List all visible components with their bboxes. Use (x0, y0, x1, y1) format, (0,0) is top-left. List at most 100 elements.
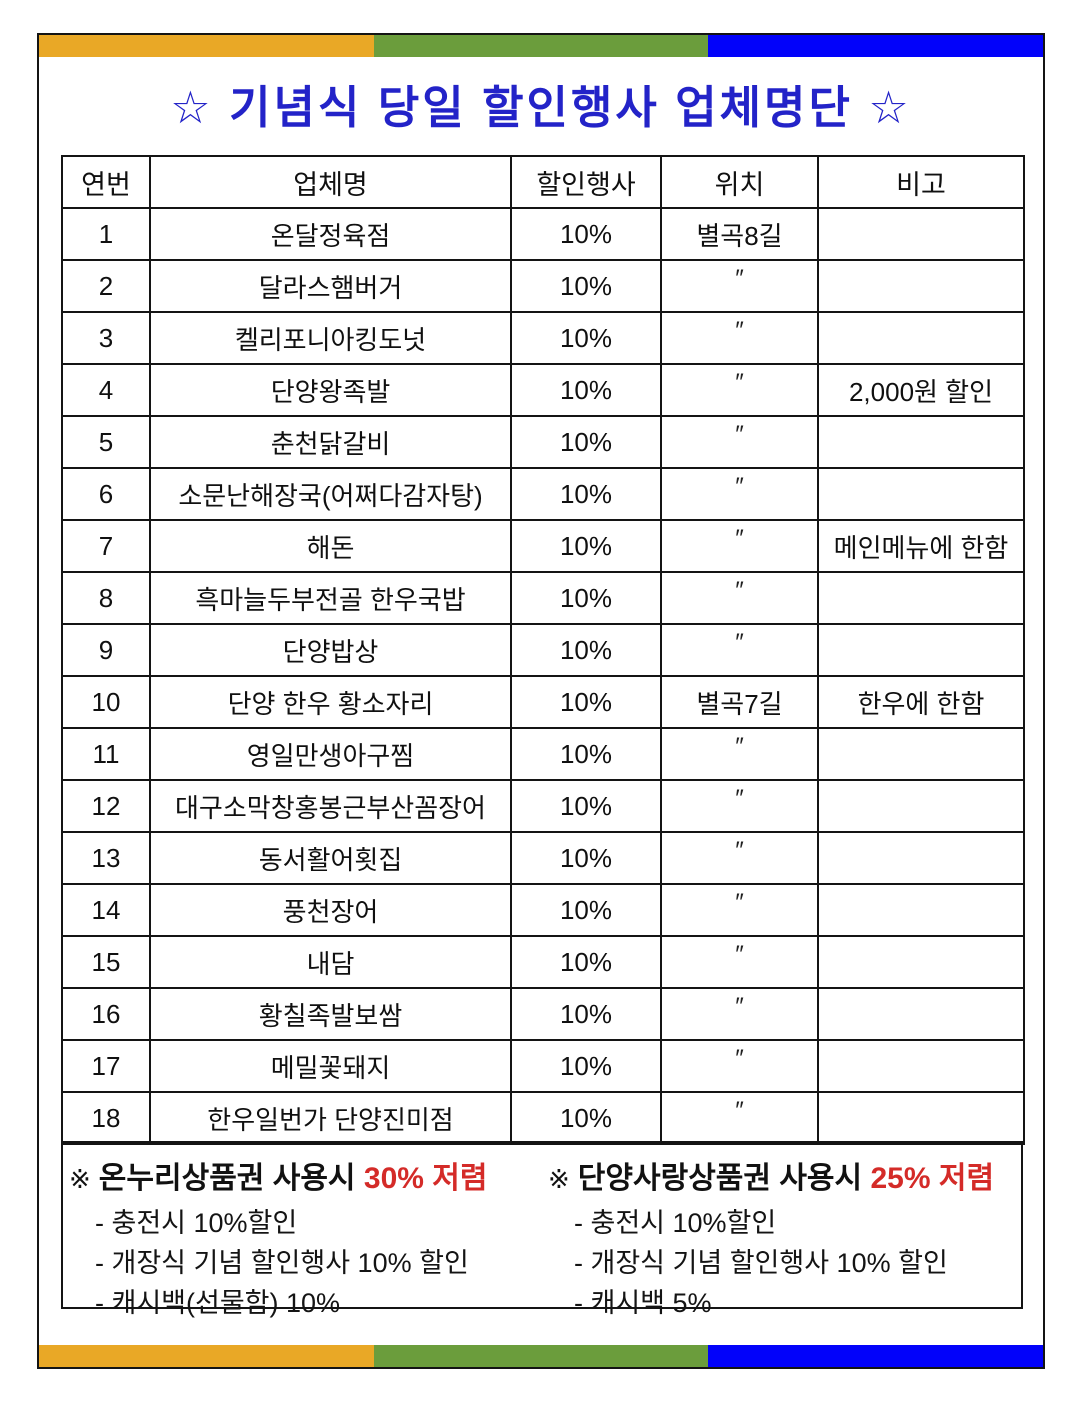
discount-rate: 10% (510, 207, 662, 261)
table-row: 6 소문난해장국(어쩌다감자탕) 10% ″ (61, 467, 1025, 521)
row-number: 3 (61, 311, 151, 365)
discount-rate: 10% (510, 623, 662, 677)
business-name: 춘천닭갈비 (149, 415, 512, 469)
column-header: 위치 (660, 155, 819, 209)
remark (817, 259, 1025, 313)
discount-rate: 10% (510, 779, 662, 833)
remark (817, 831, 1025, 885)
location: ″ (660, 987, 819, 1041)
business-name: 영일만생아구찜 (149, 727, 512, 781)
page-title: ☆ 기념식 당일 할인행사 업체명단 ☆ (170, 82, 912, 133)
discount-rate: 10% (510, 415, 662, 469)
business-name: 한우일번가 단양진미점 (149, 1091, 512, 1145)
remark (817, 415, 1025, 469)
page-frame: ☆ 기념식 당일 할인행사 업체명단 ☆ 연번 업체명 할인행사 위치 비고 1 온달정육… (37, 33, 1045, 1369)
location: ″ (660, 935, 819, 989)
business-name: 단양 한우 황소자리 (149, 675, 512, 729)
row-number: 5 (61, 415, 151, 469)
table-row: 16 황칠족발보쌈 10% ″ (61, 987, 1025, 1041)
location: ″ (660, 571, 819, 625)
table-row: 8 흑마늘두부전골 한우국밥 10% ″ (61, 571, 1025, 625)
table-row: 10 단양 한우 황소자리 10% 별곡7길 한우에 한함 (61, 675, 1025, 729)
bar-segment-blue (708, 35, 1044, 57)
note-item-list: - 충전시 10%할인 - 개장식 기념 할인행사 10% 할인 - 캐시백 5% (548, 1203, 1021, 1323)
location: ″ (660, 1039, 819, 1093)
bar-segment-orange (39, 1345, 374, 1367)
remark (817, 1039, 1025, 1093)
row-number: 9 (61, 623, 151, 677)
top-color-bar (39, 35, 1044, 57)
location: ″ (660, 883, 819, 937)
table-row: 18 한우일번가 단양진미점 10% ″ (61, 1091, 1025, 1145)
business-name: 켈리포니아킹도넛 (149, 311, 512, 365)
note-item: - 캐시백 5% (574, 1288, 712, 1318)
row-number: 18 (61, 1091, 151, 1145)
row-number: 16 (61, 987, 151, 1041)
discount-rate: 10% (510, 831, 662, 885)
bar-segment-green (373, 1345, 709, 1367)
note-heading: ※ 온누리상품권 사용시 30% 저렴 (69, 1153, 542, 1197)
table-row: 12 대구소막창홍봉근부산꼼장어 10% ″ (61, 779, 1025, 833)
location: ″ (660, 519, 819, 573)
remark (817, 467, 1025, 521)
table-row: 17 메밀꽃돼지 10% ″ (61, 1039, 1025, 1093)
bar-segment-orange (39, 35, 374, 57)
remark (817, 571, 1025, 625)
note-item: - 개장식 기념 할인행사 10% 할인 (95, 1248, 469, 1278)
business-name: 해돈 (149, 519, 512, 573)
row-number: 17 (61, 1039, 151, 1093)
location: ″ (660, 415, 819, 469)
location: ″ (660, 727, 819, 781)
discount-rate: 10% (510, 571, 662, 625)
row-number: 15 (61, 935, 151, 989)
note-item-list: - 충전시 10%할인 - 개장식 기념 할인행사 10% 할인 - 캐시백(선물함… (69, 1203, 542, 1323)
location: 별곡7길 (660, 675, 819, 729)
note-item: - 개장식 기념 할인행사 10% 할인 (574, 1248, 948, 1278)
table-row: 9 단양밥상 10% ″ (61, 623, 1025, 677)
business-name: 소문난해장국(어쩌다감자탕) (149, 467, 512, 521)
note-section-onnuri: ※ 온누리상품권 사용시 30% 저렴 - 충전시 10%할인 - 개장식 기념 할… (63, 1143, 542, 1318)
business-name: 대구소막창홍봉근부산꼼장어 (149, 779, 512, 833)
location: ″ (660, 1091, 819, 1145)
note-highlight: 25% 저렴 (870, 1162, 995, 1195)
discount-table: 연번 업체명 할인행사 위치 비고 1 온달정육점 10% 별곡8길 2 달라스햄버거 10% ″ 3 켈… (61, 155, 1025, 1145)
remark: 2,000원 할인 (817, 363, 1025, 417)
remark (817, 779, 1025, 833)
row-number: 11 (61, 727, 151, 781)
bar-segment-blue (708, 1345, 1044, 1367)
business-name: 내담 (149, 935, 512, 989)
note-item: - 충전시 10%할인 (95, 1208, 298, 1238)
discount-rate: 10% (510, 467, 662, 521)
remark (817, 883, 1025, 937)
table-row: 2 달라스햄버거 10% ″ (61, 259, 1025, 313)
business-name: 메밀꽃돼지 (149, 1039, 512, 1093)
note-highlight: 30% 저렴 (363, 1162, 488, 1195)
location: ″ (660, 831, 819, 885)
remark (817, 207, 1025, 261)
table-row: 4 단양왕족발 10% ″ 2,000원 할인 (61, 363, 1025, 417)
location: ″ (660, 779, 819, 833)
column-header: 연번 (61, 155, 151, 209)
business-name: 온달정육점 (149, 207, 512, 261)
location: ″ (660, 623, 819, 677)
table-row: 13 동서활어횟집 10% ″ (61, 831, 1025, 885)
business-name: 단양밥상 (149, 623, 512, 677)
remark: 메인메뉴에 한함 (817, 519, 1025, 573)
remark (817, 623, 1025, 677)
bottom-color-bar (39, 1345, 1044, 1367)
table-row: 11 영일만생아구찜 10% ″ (61, 727, 1025, 781)
note-heading-text: 온누리상품권 사용시 (98, 1162, 356, 1195)
remark (817, 935, 1025, 989)
discount-rate: 10% (510, 883, 662, 937)
table-row: 7 해돈 10% ″ 메인메뉴에 한함 (61, 519, 1025, 573)
business-name: 단양왕족발 (149, 363, 512, 417)
row-number: 7 (61, 519, 151, 573)
location: ″ (660, 467, 819, 521)
note-heading: ※ 단양사랑상품권 사용시 25% 저렴 (548, 1153, 1021, 1197)
discount-rate: 10% (510, 311, 662, 365)
discount-rate: 10% (510, 727, 662, 781)
business-name: 풍천장어 (149, 883, 512, 937)
remark (817, 1091, 1025, 1145)
row-number: 12 (61, 779, 151, 833)
location: ″ (660, 311, 819, 365)
